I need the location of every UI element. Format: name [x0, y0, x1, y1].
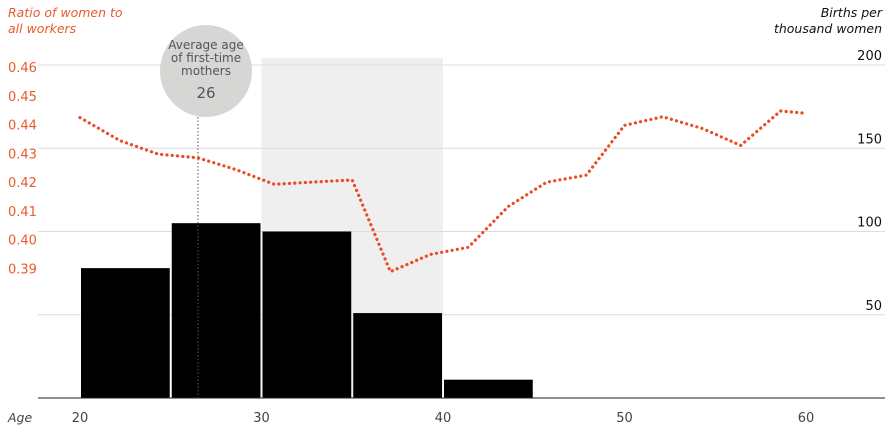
- left-tick-label: 0.44: [8, 119, 37, 134]
- left-axis-title-line: Ratio of women to: [8, 5, 123, 20]
- bar-40-44: [444, 379, 533, 398]
- bar-25-29: [171, 223, 261, 398]
- left-tick-label: 0.40: [8, 234, 37, 249]
- annotation-bubble: [160, 25, 252, 117]
- right-tick-label: 200: [857, 49, 882, 64]
- annotation-text-line: mothers: [181, 64, 231, 78]
- right-tick-label: 50: [865, 299, 882, 314]
- left-tick-label: 0.45: [8, 90, 37, 105]
- left-axis-title-line: all workers: [8, 21, 77, 36]
- right-axis-title-line: thousand women: [774, 21, 882, 36]
- left-tick-label: 0.46: [8, 61, 37, 76]
- left-tick-label: 0.43: [8, 147, 37, 162]
- ratio-line-layer: [78, 109, 808, 274]
- x-axis-title: Age: [7, 410, 32, 425]
- left-tick-label: 0.41: [8, 205, 37, 220]
- x-tick-label: 20: [72, 411, 89, 426]
- ratio-line: [78, 109, 808, 274]
- left-tick-label: 0.39: [8, 262, 37, 277]
- annotation-text-line: of first-time: [171, 51, 241, 65]
- bar-30-34: [262, 231, 352, 398]
- bars-layer: [81, 223, 533, 398]
- labels-layer: 0.46 0.45 0.44 0.43 0.42 0.41 0.40 0.39 200 150 10…: [7, 5, 883, 426]
- x-tick-label: 50: [616, 411, 633, 426]
- x-tick-label: 40: [435, 411, 452, 426]
- bar-20-24: [81, 268, 170, 398]
- x-tick-label: 60: [798, 411, 815, 426]
- annotation-value: 26: [196, 84, 215, 102]
- bar-35-39: [353, 313, 442, 398]
- right-tick-label: 150: [857, 132, 882, 147]
- annotation-text-line: Average age: [168, 38, 243, 52]
- right-tick-label: 100: [857, 216, 882, 231]
- x-tick-label: 30: [253, 411, 270, 426]
- left-tick-label: 0.42: [8, 176, 37, 191]
- right-axis-title-line: Births per: [821, 5, 883, 20]
